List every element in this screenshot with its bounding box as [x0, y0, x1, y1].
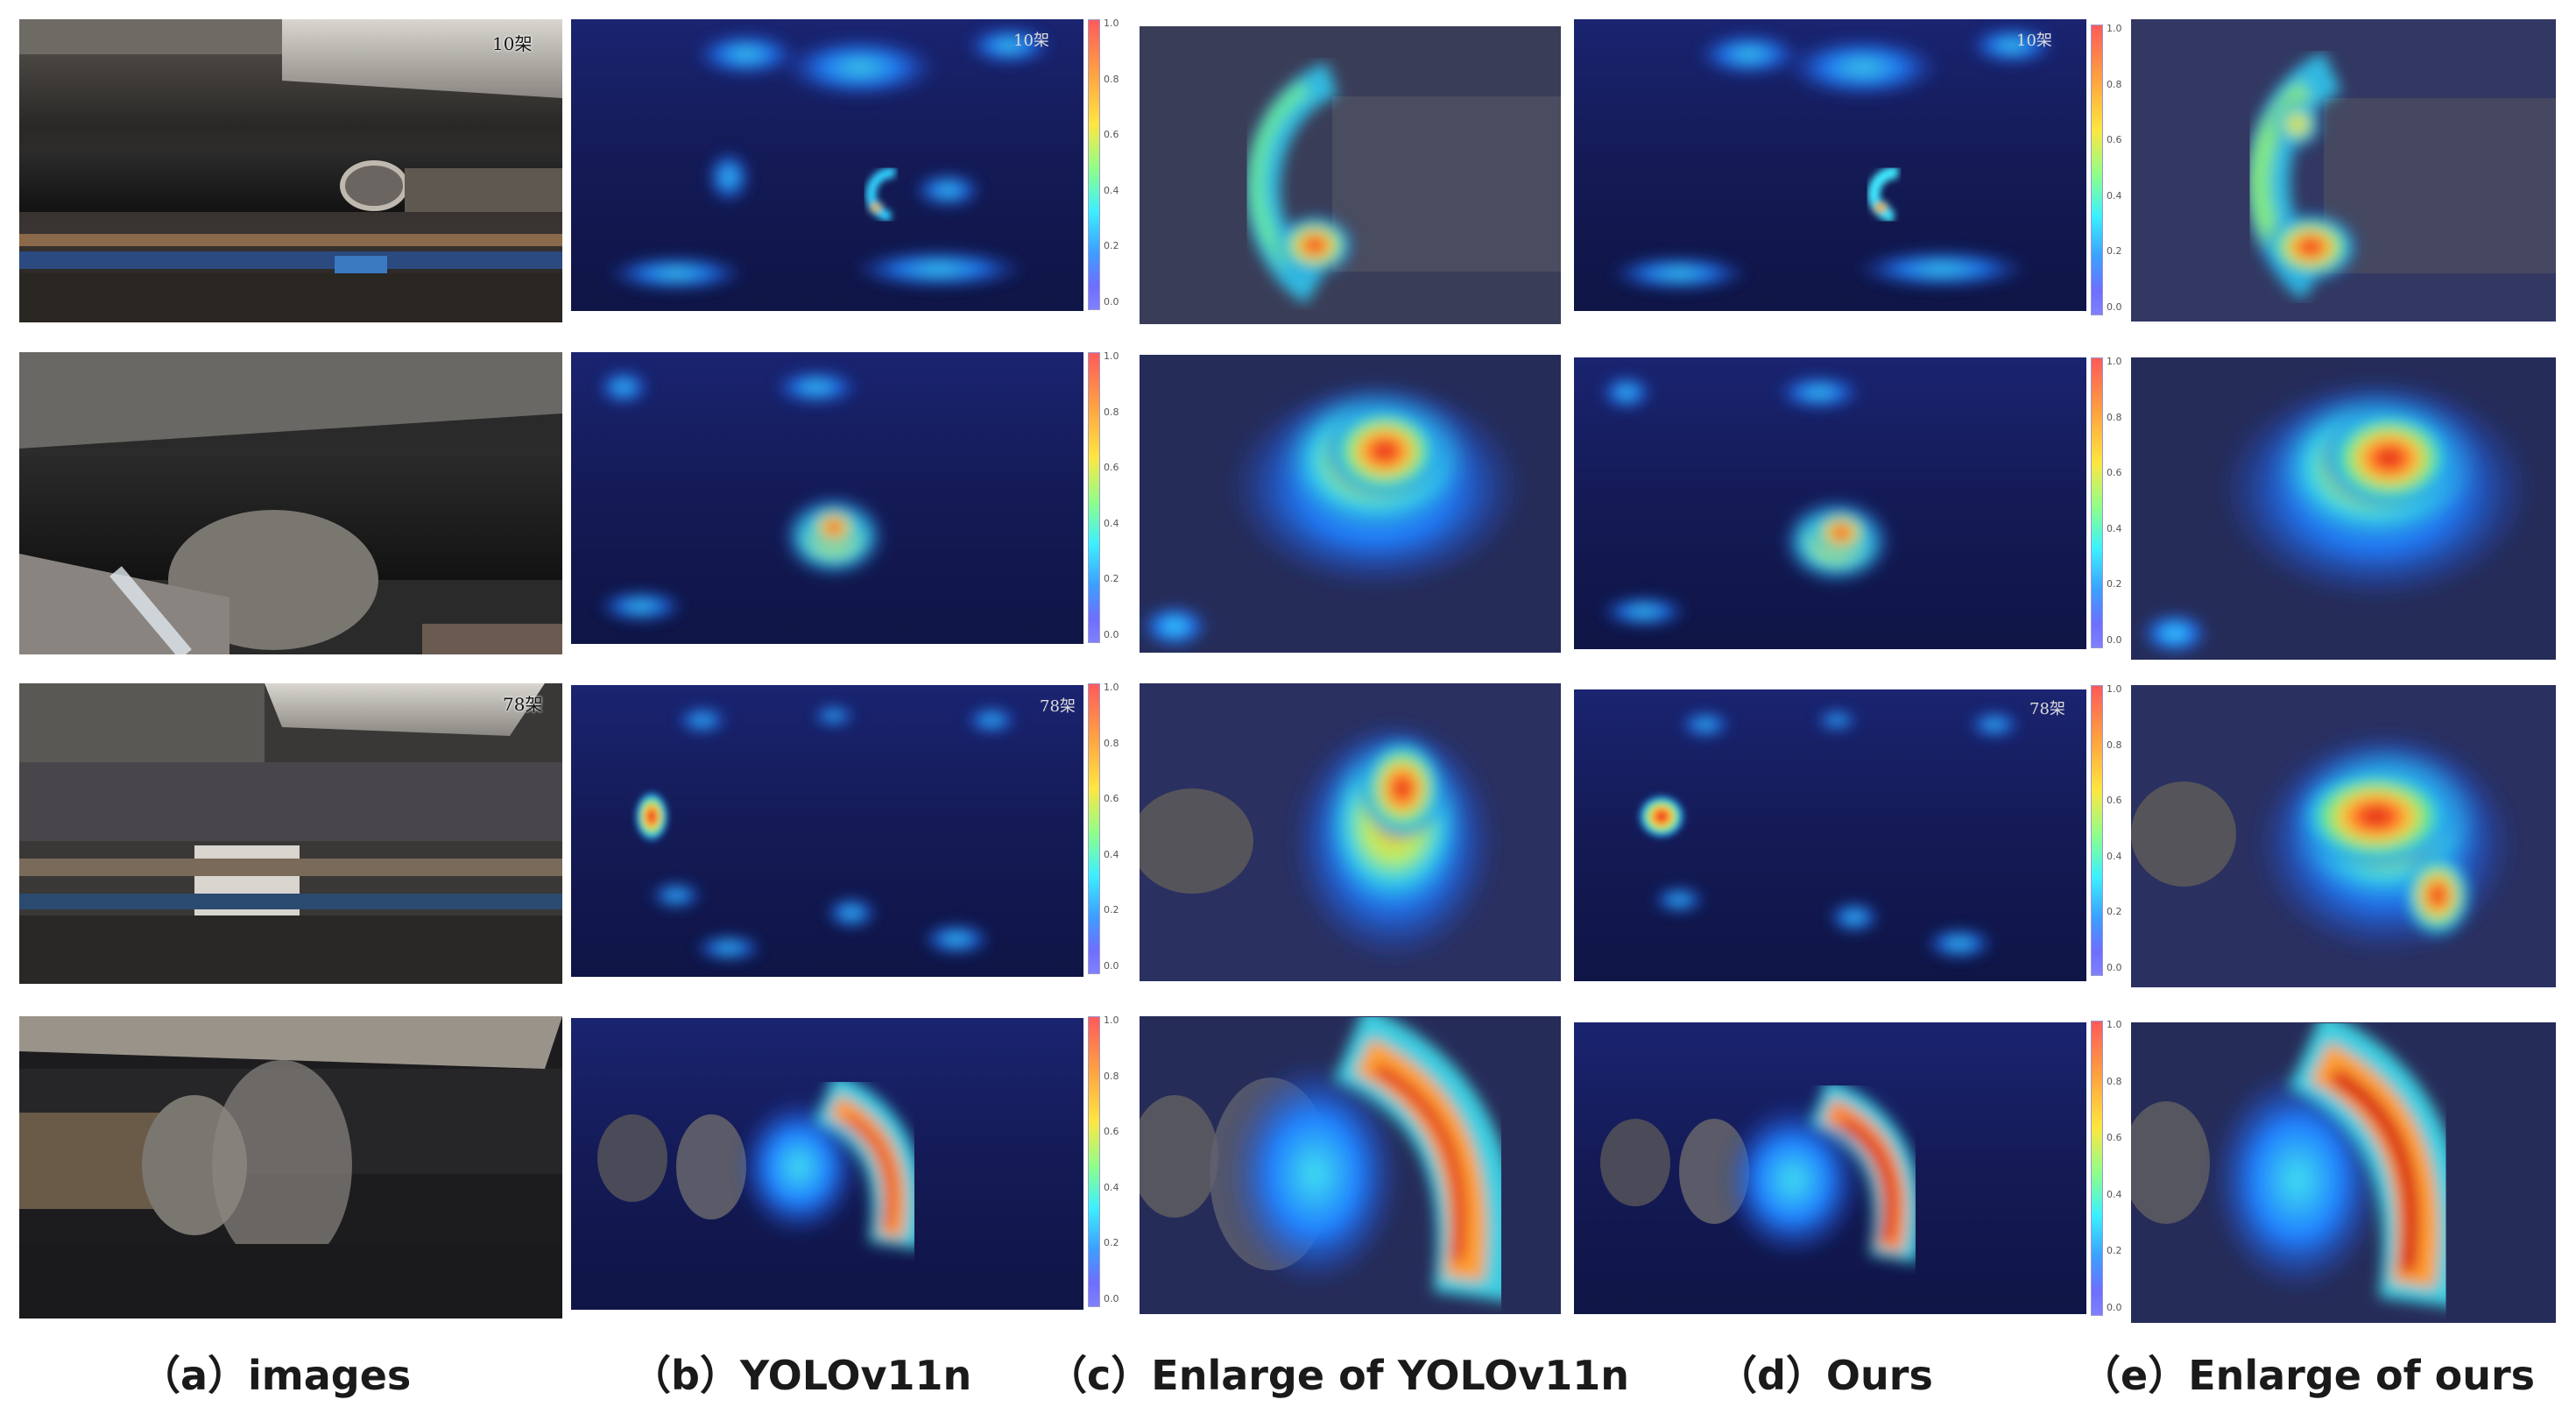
colorbar-tick-label: 0.6: [2107, 134, 2122, 146]
ours-heatmap-row-1: 10架: [1574, 19, 2086, 311]
colorbar-tick-label: 0.6: [2107, 1132, 2122, 1144]
colorbar-tick-label: 1.0: [2107, 23, 2122, 34]
colorbar-tick-label: 0.0: [2107, 634, 2122, 646]
yolov11n-enlarged-heatmap-row-3: [1140, 683, 1561, 981]
colorbar-tick-label: 0.4: [1104, 848, 1119, 860]
colorbar-tick-label: 0.4: [1104, 1181, 1119, 1193]
colorbar-tick-label: 0.0: [1104, 296, 1119, 308]
colorbar-tick-label: 0.6: [1104, 129, 1119, 141]
colorbar-d-row-1: [2091, 25, 2103, 315]
colorbar-tick-label: 0.2: [2107, 1245, 2122, 1257]
colorbar-tick-label: 0.0: [2107, 1302, 2122, 1313]
original-image-row-1: 10架: [19, 19, 562, 322]
support-frame-stamp-ours: 10架: [2016, 32, 2052, 50]
caption-e-enlarge-ours: （e）Enlarge of ours: [2080, 1352, 2536, 1399]
colorbar-tick-label: 1.0: [1104, 682, 1119, 693]
colorbar-tick-label: 0.2: [1104, 1237, 1119, 1249]
colorbar-tick-label: 0.8: [2107, 739, 2122, 751]
colorbar-tick-label: 1.0: [1104, 18, 1119, 29]
original-image-row-2: [19, 352, 562, 654]
support-frame-stamp-ours: 78架: [2029, 700, 2065, 718]
colorbar-tick-label: 0.2: [2107, 245, 2122, 258]
ours-enlarged-heatmap-row-3: [2131, 685, 2556, 987]
caption-a-images: （a）images: [140, 1352, 412, 1399]
colorbar-tick-label: 0.0: [2107, 301, 2122, 313]
caption-c-enlarge-yolov11n: （c）Enlarge of YOLOv11n: [1047, 1352, 1630, 1399]
colorbar-tick-label: 0.0: [1104, 629, 1119, 640]
colorbar-tick-label: 1.0: [2107, 356, 2122, 367]
colorbar-tick-label: 0.8: [2107, 1075, 2122, 1087]
colorbar-b-row-3: [1088, 683, 1100, 974]
caption-b-yolov11n: （b）YOLOv11n: [631, 1352, 972, 1399]
colorbar-tick-label: 0.2: [2107, 906, 2122, 918]
yolov11n-enlarged-heatmap-row-1: [1140, 26, 1561, 324]
colorbar-tick-label: 0.4: [2107, 189, 2122, 201]
colorbar-tick-label: 1.0: [1104, 1014, 1119, 1026]
colorbar-d-row-3: [2091, 685, 2103, 976]
colorbar-tick-label: 0.4: [1104, 184, 1119, 196]
colorbar-tick-label: 0.0: [1104, 960, 1119, 972]
colorbar-tick-label: 0.4: [2107, 1188, 2122, 1200]
support-frame-stamp-heatmap: 10架: [1013, 32, 1049, 50]
colorbar-b-row-2: [1088, 352, 1100, 643]
colorbar-tick-label: 0.4: [1104, 517, 1119, 529]
ours-heatmap-row-3: 78架: [1574, 689, 2086, 981]
colorbar-tick-label: 0.0: [2107, 962, 2122, 973]
colorbar-tick-label: 0.2: [1104, 573, 1119, 585]
colorbar-tick-label: 0.6: [1104, 1126, 1119, 1138]
colorbar-tick-label: 0.2: [1104, 904, 1119, 916]
colorbar-tick-label: 0.8: [2107, 78, 2122, 90]
ours-enlarged-heatmap-row-1: [2131, 19, 2556, 322]
colorbar-tick-label: 0.4: [2107, 522, 2122, 534]
support-frame-stamp: 78架: [503, 694, 543, 715]
colorbar-tick-label: 0.2: [2107, 578, 2122, 590]
colorbar-tick-label: 0.0: [1104, 1293, 1119, 1304]
colorbar-d-row-2: [2091, 357, 2103, 648]
yolov11n-enlarged-heatmap-row-4: [1140, 1016, 1561, 1314]
colorbar-tick-label: 0.6: [2107, 795, 2122, 807]
colorbar-tick-label: 0.8: [2107, 411, 2122, 423]
colorbar-d-row-4: [2091, 1021, 2103, 1316]
colorbar-tick-label: 0.6: [1104, 793, 1119, 805]
support-frame-stamp: 10架: [492, 33, 533, 54]
support-frame-stamp-heatmap: 78架: [1040, 697, 1076, 716]
original-image-row-4: [19, 1016, 562, 1318]
colorbar-tick-label: 0.6: [1104, 462, 1119, 474]
ours-enlarged-heatmap-row-4: [2131, 1022, 2556, 1323]
yolov11n-heatmap-row-1: 10架: [571, 19, 1083, 311]
colorbar-tick-label: 0.2: [1104, 240, 1119, 252]
colorbar-tick-label: 0.8: [1104, 737, 1119, 749]
colorbar-tick-label: 0.8: [1104, 1070, 1119, 1082]
ours-heatmap-row-4: [1574, 1022, 2086, 1314]
yolov11n-heatmap-row-4: [571, 1018, 1083, 1310]
colorbar-b-row-1: [1088, 19, 1100, 310]
colorbar-b-row-4: [1088, 1016, 1100, 1307]
colorbar-tick-label: 0.4: [2107, 850, 2122, 862]
caption-d-ours: （d）Ours: [1717, 1352, 1933, 1399]
colorbar-tick-label: 0.8: [1104, 73, 1119, 85]
colorbar-tick-label: 1.0: [2107, 1019, 2122, 1030]
yolov11n-heatmap-row-2: [571, 352, 1083, 644]
colorbar-tick-label: 0.6: [2107, 467, 2122, 479]
original-image-row-3: 78架: [19, 683, 562, 984]
colorbar-tick-label: 1.0: [1104, 350, 1119, 362]
colorbar-tick-label: 0.8: [1104, 406, 1119, 418]
colorbar-tick-label: 1.0: [2107, 683, 2122, 695]
ours-enlarged-heatmap-row-2: [2131, 357, 2556, 660]
ours-heatmap-row-2: [1574, 357, 2086, 649]
yolov11n-enlarged-heatmap-row-2: [1140, 355, 1561, 653]
yolov11n-heatmap-row-3: 78架: [571, 685, 1083, 977]
